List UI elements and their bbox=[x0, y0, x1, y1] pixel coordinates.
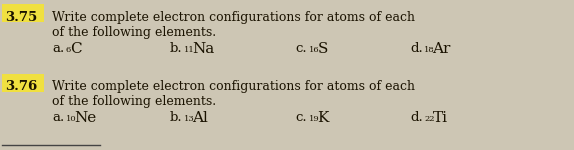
Bar bbox=[2, 74, 44, 92]
Text: a.: a. bbox=[52, 42, 64, 55]
Text: Ti: Ti bbox=[432, 111, 447, 125]
Text: S: S bbox=[317, 42, 328, 56]
Text: Al: Al bbox=[192, 111, 208, 125]
Text: of the following elements.: of the following elements. bbox=[52, 26, 216, 39]
Text: 3.75: 3.75 bbox=[5, 11, 37, 24]
Text: c.: c. bbox=[295, 42, 307, 55]
Text: Ar: Ar bbox=[432, 42, 451, 56]
Text: K: K bbox=[317, 111, 329, 125]
Text: b.: b. bbox=[170, 42, 183, 55]
Text: 10: 10 bbox=[66, 115, 76, 123]
Text: 6: 6 bbox=[66, 46, 71, 54]
Text: 18: 18 bbox=[424, 46, 435, 54]
Text: d.: d. bbox=[410, 42, 422, 55]
Text: 22: 22 bbox=[424, 115, 435, 123]
Text: Na: Na bbox=[192, 42, 215, 56]
Text: c.: c. bbox=[295, 111, 307, 124]
Text: 19: 19 bbox=[309, 115, 320, 123]
Text: 3.76: 3.76 bbox=[5, 80, 37, 93]
Text: a.: a. bbox=[52, 111, 64, 124]
Text: Ne: Ne bbox=[75, 111, 96, 125]
Text: 11: 11 bbox=[184, 46, 195, 54]
Text: 13: 13 bbox=[184, 115, 195, 123]
Text: Write complete electron configurations for atoms of each: Write complete electron configurations f… bbox=[52, 80, 415, 93]
Text: Write complete electron configurations for atoms of each: Write complete electron configurations f… bbox=[52, 11, 415, 24]
Text: d.: d. bbox=[410, 111, 422, 124]
Bar bbox=[2, 4, 44, 22]
Text: b.: b. bbox=[170, 111, 183, 124]
Text: 16: 16 bbox=[309, 46, 320, 54]
Text: of the following elements.: of the following elements. bbox=[52, 95, 216, 108]
Text: C: C bbox=[70, 42, 82, 56]
